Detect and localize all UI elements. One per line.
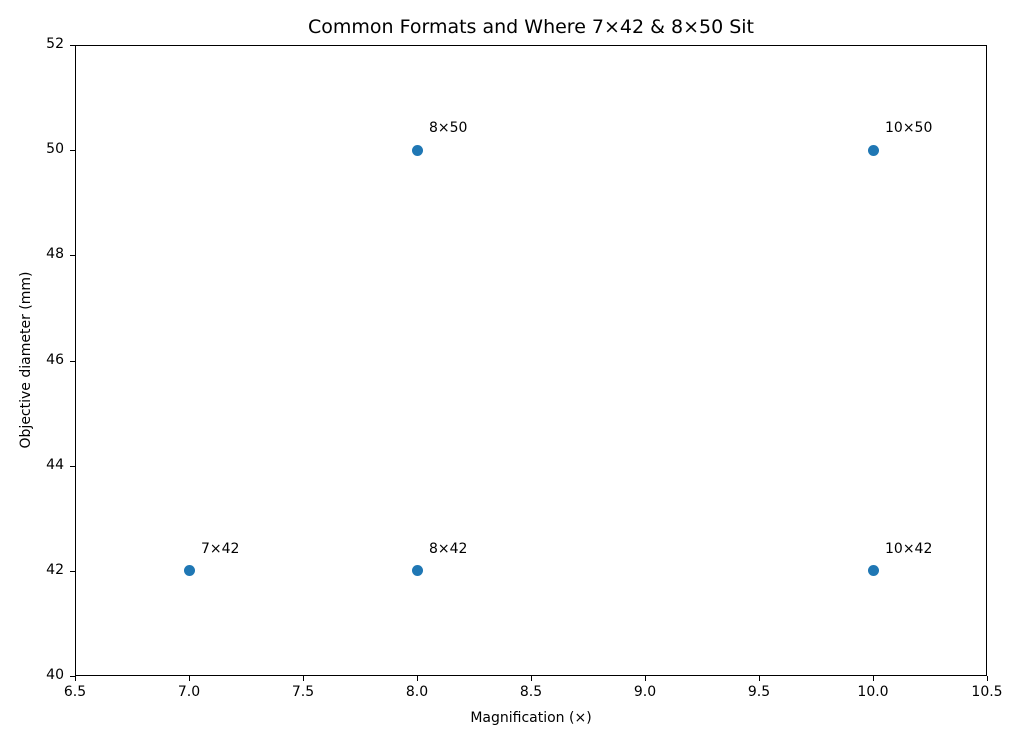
x-tick-mark xyxy=(531,676,532,681)
chart-title: Common Formats and Where 7×42 & 8×50 Sit xyxy=(307,16,755,38)
plot-area xyxy=(75,45,987,676)
x-tick-mark xyxy=(645,676,646,681)
y-tick-mark xyxy=(70,150,75,152)
y-tick-mark xyxy=(70,255,75,257)
x-tick-label: 9.5 xyxy=(747,684,771,700)
x-tick-mark xyxy=(759,676,760,681)
x-tick-mark xyxy=(873,676,874,681)
x-tick-label: 10.5 xyxy=(971,684,1003,700)
y-tick-label: 42 xyxy=(46,561,64,578)
x-tick-mark xyxy=(303,676,304,681)
point-annotation: 7×42 xyxy=(201,540,240,557)
data-point xyxy=(411,144,423,156)
point-annotation: 10×50 xyxy=(885,120,933,137)
x-tick-label: 7.0 xyxy=(177,684,201,700)
y-axis-label: Objective diameter (mm) xyxy=(18,271,34,449)
x-tick-mark xyxy=(987,676,988,681)
x-tick-mark xyxy=(417,676,418,681)
data-point xyxy=(411,565,423,577)
point-annotation: 8×42 xyxy=(429,540,468,557)
y-tick-label: 46 xyxy=(46,351,64,368)
data-point xyxy=(867,565,879,577)
data-point xyxy=(867,144,879,156)
y-tick-label: 50 xyxy=(46,141,64,158)
x-tick-label: 8.0 xyxy=(405,684,429,700)
y-tick-mark xyxy=(70,676,75,677)
x-tick-label: 8.5 xyxy=(519,684,543,700)
y-tick-label: 48 xyxy=(46,246,64,263)
y-tick-mark xyxy=(70,570,75,572)
point-annotation: 8×50 xyxy=(429,120,468,137)
x-axis-label: Magnification (×) xyxy=(470,710,592,726)
x-tick-label: 7.5 xyxy=(291,684,315,700)
point-annotation: 10×42 xyxy=(885,540,933,557)
data-point xyxy=(183,565,195,577)
y-tick-label: 40 xyxy=(46,667,64,683)
y-tick-label: 52 xyxy=(46,36,64,52)
y-tick-label: 44 xyxy=(46,456,64,473)
y-tick-mark xyxy=(70,465,75,467)
x-tick-label: 6.5 xyxy=(63,684,87,700)
x-tick-mark xyxy=(75,676,76,681)
x-tick-mark xyxy=(189,676,190,681)
y-tick-mark xyxy=(70,45,75,46)
x-tick-label: 10.0 xyxy=(857,684,889,700)
y-tick-mark xyxy=(70,360,75,362)
x-tick-label: 9.0 xyxy=(633,684,657,700)
